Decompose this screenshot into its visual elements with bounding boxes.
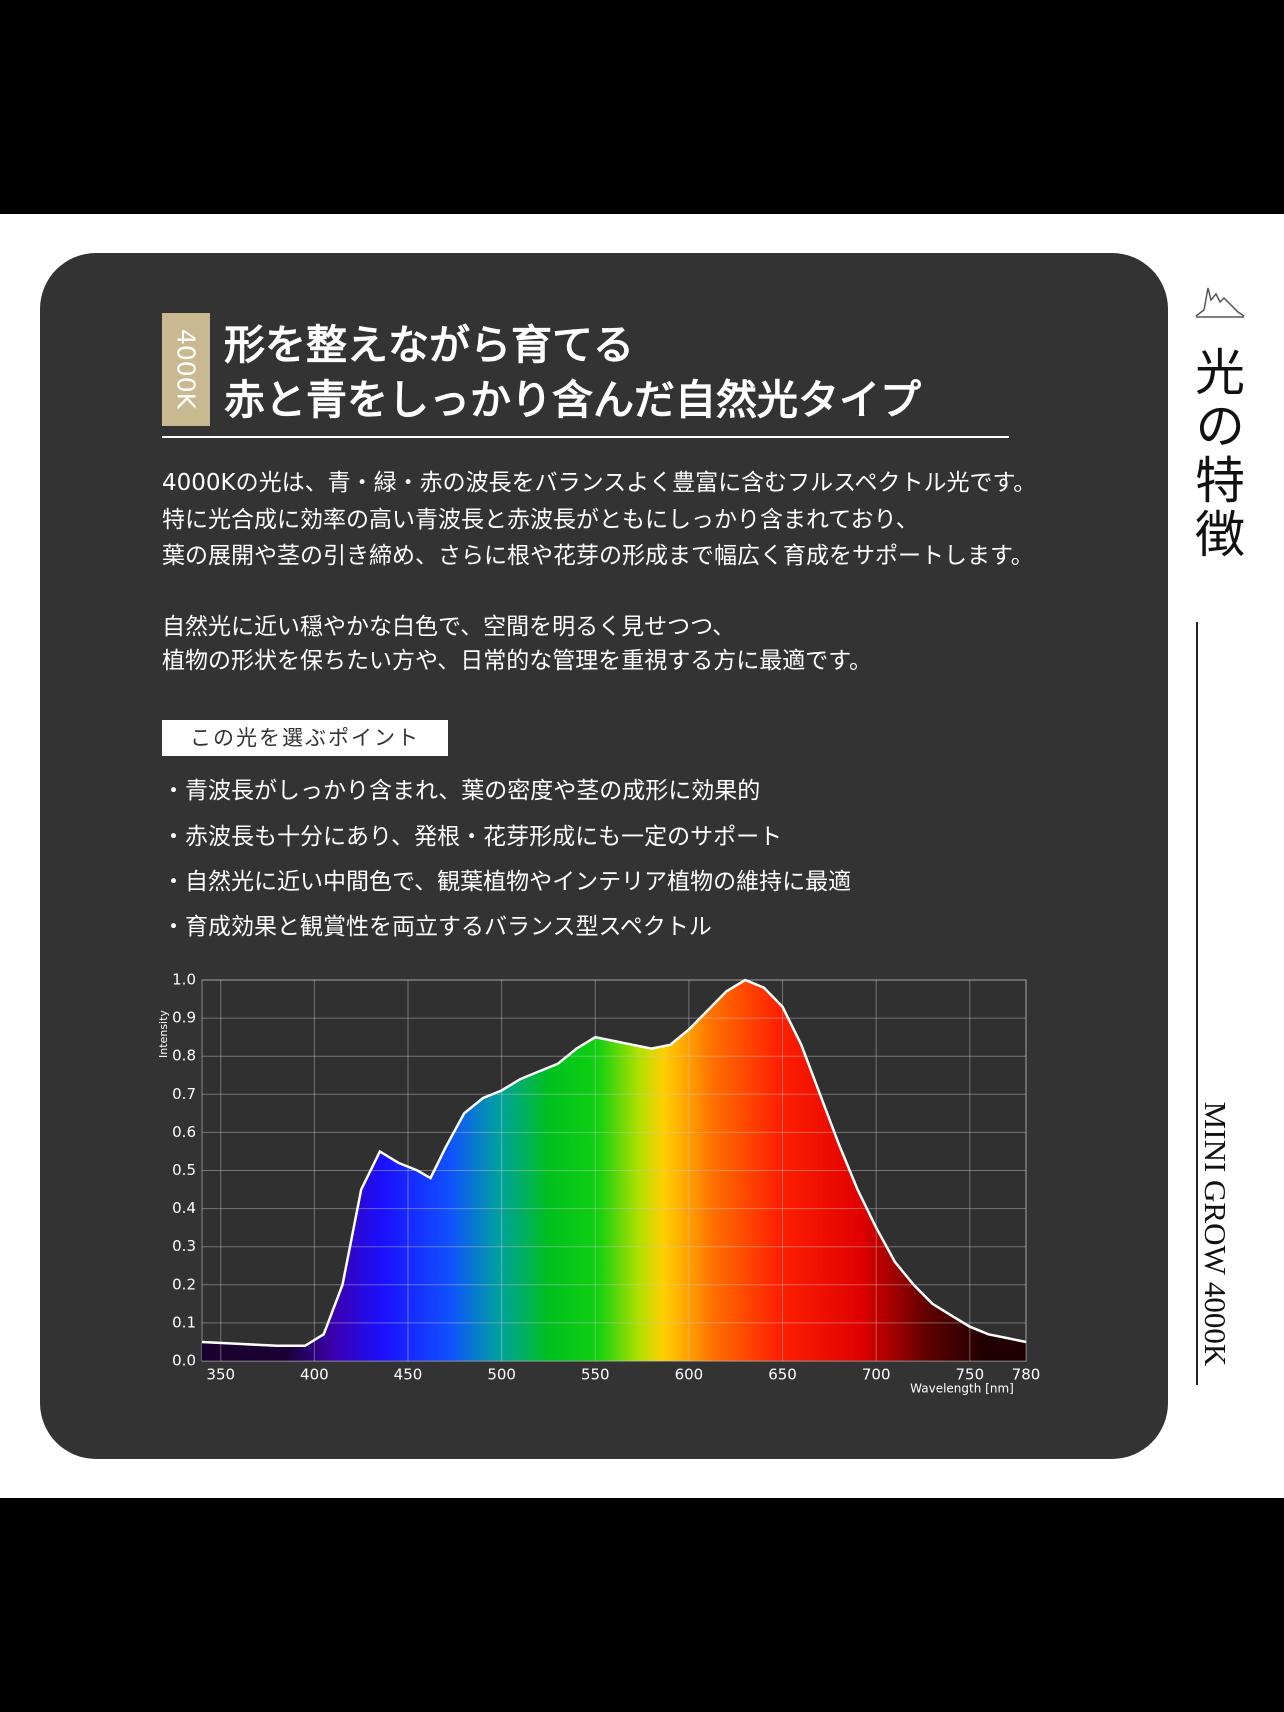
y-tick-label: 0.4 bbox=[172, 1199, 196, 1217]
y-tick-label: 0.0 bbox=[172, 1352, 196, 1370]
point-item: ・青波長がしっかり含まれ、葉の密度や茎の成形に効果的 bbox=[162, 778, 761, 804]
paragraph-line: 植物の形状を保ちたい方や、日常的な管理を重視する方に最適です。 bbox=[162, 648, 873, 674]
y-axis-label: Intensity bbox=[157, 1010, 170, 1058]
point-item: ・自然光に近い中間色で、観葉植物やインテリア植物の維持に最適 bbox=[162, 869, 852, 895]
y-tick-label: 0.9 bbox=[172, 1009, 196, 1027]
side-rule bbox=[1196, 622, 1198, 1385]
x-tick-label: 600 bbox=[675, 1366, 704, 1384]
x-tick-label: 400 bbox=[300, 1366, 329, 1384]
paragraph-line: 4000Kの光は、青・緑・赤の波長をバランスよく豊富に含むフルスペクトル光です。 bbox=[162, 470, 1037, 496]
side-label: 光の特徴 bbox=[1187, 346, 1245, 562]
title-line: 形を整えながら育てる bbox=[224, 321, 634, 369]
spectrum-fill bbox=[202, 980, 1026, 1361]
x-tick-label: 550 bbox=[581, 1366, 610, 1384]
title-rule bbox=[162, 436, 1009, 438]
paragraph-line: 自然光に近い穏やかな白色で、空間を明るく見せつつ、 bbox=[162, 614, 736, 640]
y-tick-label: 0.6 bbox=[172, 1123, 196, 1141]
point-item: ・赤波長も十分にあり、発根・花芽形成にも一定のサポート bbox=[162, 824, 783, 850]
x-tick-label: 700 bbox=[862, 1366, 891, 1384]
x-axis-label: Wavelength [nm] bbox=[910, 1382, 1014, 1396]
x-tick-label: 350 bbox=[206, 1366, 235, 1384]
y-tick-label: 0.8 bbox=[172, 1047, 196, 1065]
title-line: 赤と青をしっかり含んだ自然光タイプ bbox=[224, 376, 921, 424]
y-tick-label: 0.2 bbox=[172, 1275, 196, 1293]
x-tick-label: 500 bbox=[487, 1366, 516, 1384]
y-tick-label: 1.0 bbox=[172, 971, 196, 989]
x-tick-label: 650 bbox=[768, 1366, 797, 1384]
spectrum-icon bbox=[1195, 287, 1245, 318]
spectrum-line bbox=[201, 978, 1027, 1348]
y-tick-label: 0.3 bbox=[172, 1237, 196, 1255]
points-heading: この光を選ぶポイント bbox=[162, 720, 448, 756]
paragraph-line: 葉の展開や茎の引き締め、さらに根や花芽の形成まで幅広く育成をサポートします。 bbox=[162, 543, 1034, 569]
y-tick-label: 0.5 bbox=[172, 1161, 196, 1179]
x-tick-label: 450 bbox=[394, 1366, 423, 1384]
paragraph-line: 特に光合成に効率の高い青波長と赤波長がともにしっかり含まれており、 bbox=[162, 507, 919, 533]
x-tick-label: 780 bbox=[1012, 1366, 1041, 1384]
point-item: ・育成効果と観賞性を両立するバランス型スペクトル bbox=[162, 914, 712, 940]
y-tick-label: 0.1 bbox=[172, 1313, 196, 1331]
badge: 4000K bbox=[162, 313, 210, 426]
y-tick-label: 0.7 bbox=[172, 1085, 196, 1103]
x-tick-label: 750 bbox=[955, 1366, 984, 1384]
